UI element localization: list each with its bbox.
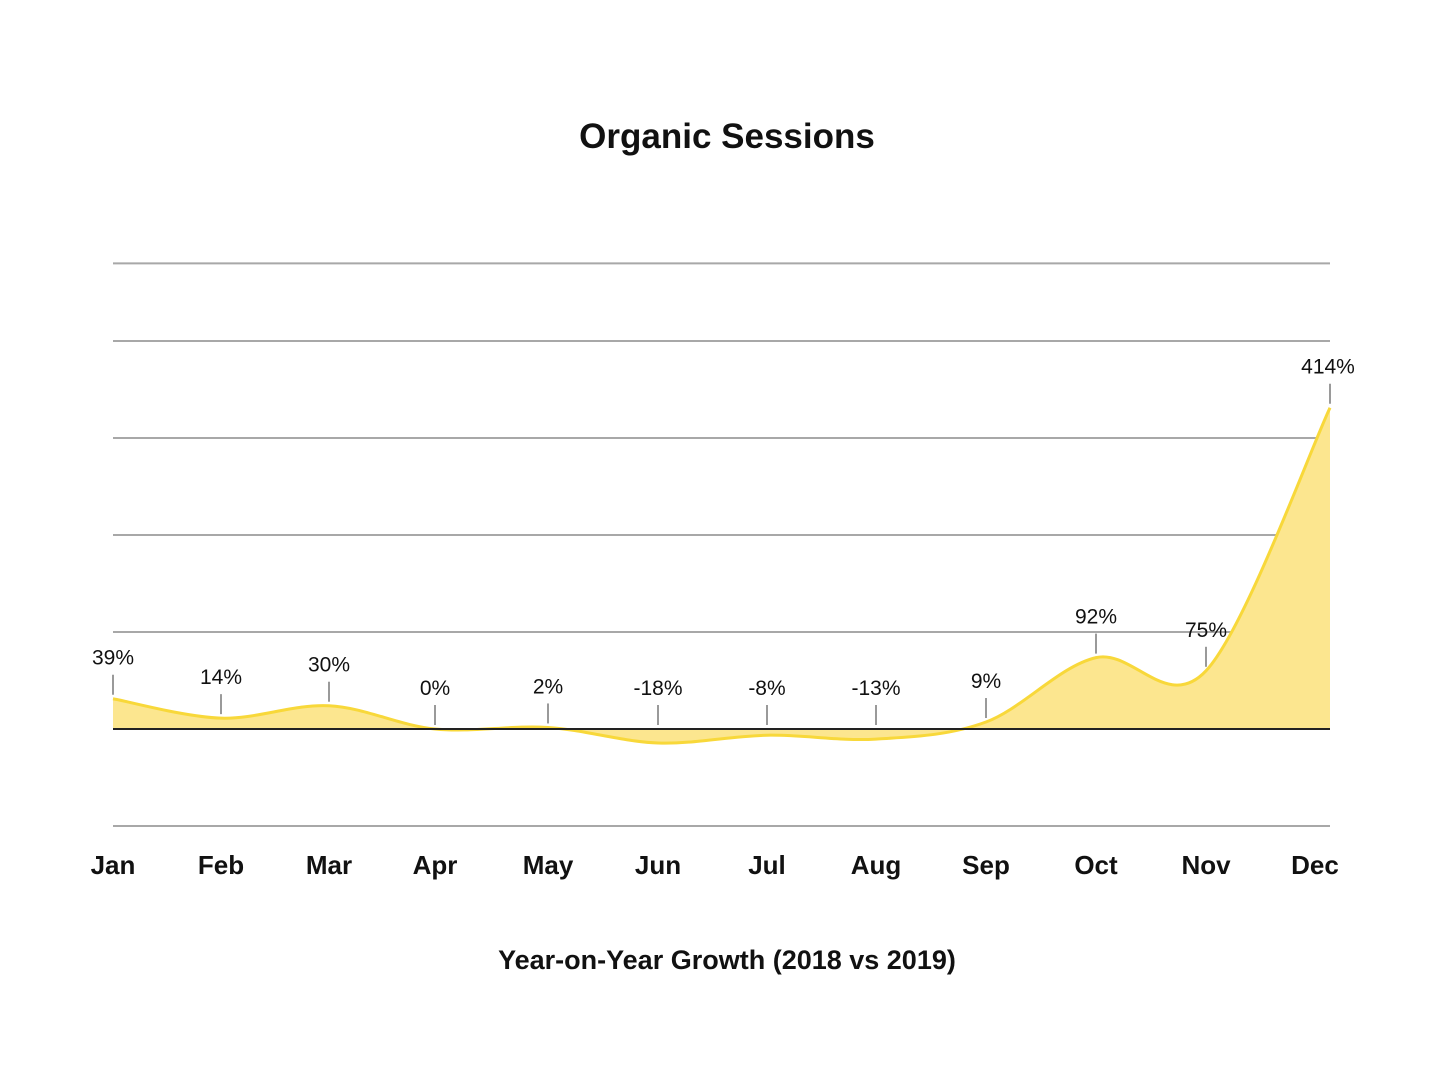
- x-tick-label-oct: Oct: [1074, 850, 1118, 880]
- data-markers: 39% 14% 30% 0% 2% -18% -8% -13% 9% 92% 75% 414%: [92, 356, 1355, 725]
- data-label-feb: 14%: [200, 666, 242, 689]
- data-label-jun: -18%: [633, 677, 682, 700]
- series-line: [112, 407, 1332, 745]
- data-label-sep: 9%: [971, 670, 1001, 693]
- x-tick-label-apr: Apr: [413, 850, 458, 880]
- data-label-oct: 92%: [1075, 606, 1117, 629]
- x-axis-label: Year-on-Year Growth (2018 vs 2019): [498, 945, 956, 975]
- x-tick-label-jul: Jul: [748, 850, 786, 880]
- data-label-may: 2%: [533, 675, 563, 698]
- x-tick-label-aug: Aug: [851, 850, 902, 880]
- data-label-apr: 0%: [420, 677, 450, 700]
- x-tick-label-feb: Feb: [198, 850, 244, 880]
- area-series: [112, 407, 1332, 745]
- data-label-jan: 39%: [92, 647, 134, 670]
- data-label-dec: 414%: [1301, 356, 1355, 379]
- x-axis-ticks: Jan Feb Mar Apr May Jun Jul Aug Sep Oct Nov Dec: [91, 850, 1339, 880]
- x-tick-label-may: May: [523, 850, 574, 880]
- area-fill: [113, 407, 1330, 744]
- x-tick-label-jan: Jan: [91, 850, 136, 880]
- x-tick-label-nov: Nov: [1181, 850, 1231, 880]
- gridlines: [113, 262, 1330, 827]
- data-label-nov: 75%: [1185, 619, 1227, 642]
- data-label-jul: -8%: [748, 677, 785, 700]
- data-label-aug: -13%: [851, 677, 900, 700]
- data-label-mar: 30%: [308, 654, 350, 677]
- x-tick-label-mar: Mar: [306, 850, 352, 880]
- x-tick-label-sep: Sep: [962, 850, 1010, 880]
- x-tick-label-dec: Dec: [1291, 850, 1339, 880]
- x-tick-label-jun: Jun: [635, 850, 681, 880]
- chart-title: Organic Sessions: [579, 117, 875, 156]
